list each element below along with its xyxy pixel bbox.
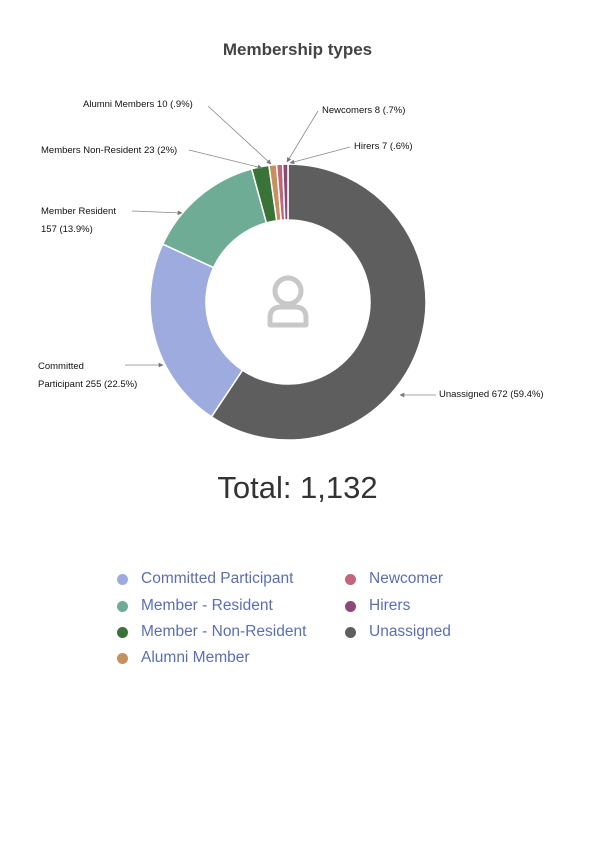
legend-item-member-non-resident: Member - Non-Resident: [117, 622, 306, 642]
legend-swatch: [117, 600, 128, 612]
callout-label-newcomer: Newcomers 8 (.7%): [322, 105, 405, 116]
callout-line-hirers: [289, 146, 351, 165]
total-label: Total: 1,132: [217, 470, 378, 505]
callout-label-member-non-resident: Members Non-Resident 23 (2%): [41, 145, 177, 156]
callout-label-committed-participant: Participant 255 (22.5%): [38, 379, 137, 390]
user-icon: [267, 275, 309, 328]
callout-line-member-non-resident: [188, 149, 263, 170]
donut-chart: Unassigned 672 (59.4%) Committed Participa…: [38, 99, 544, 441]
callout-label-committed-participant: Committed: [38, 361, 84, 372]
callout-line-newcomer: [286, 110, 319, 163]
legend-swatch: [117, 652, 128, 664]
slice-committed-participant: [149, 243, 244, 418]
callout-label-hirers: Hirers 7 (.6%): [354, 141, 413, 152]
legend-item-alumni-member: Alumni Member: [117, 648, 250, 668]
legend-label: Member - Non-Resident: [141, 623, 307, 640]
callout-label-alumni-member: Alumni Members 10 (.9%): [83, 99, 193, 110]
legend-item-hirers: Hirers: [345, 596, 410, 616]
callout-line-alumni-member: [207, 105, 272, 165]
legend-swatch: [345, 600, 356, 612]
callout-label-member-resident: Member Resident: [41, 206, 116, 217]
legend-label: Newcomer: [369, 570, 444, 587]
callout-label-unassigned: Unassigned 672 (59.4%): [439, 389, 544, 400]
legend-label: Alumni Member: [141, 649, 250, 666]
slice-unassigned: [210, 163, 427, 441]
legend-swatch: [117, 626, 128, 638]
legend-item-committed-participant: Committed Participant: [117, 569, 293, 589]
legend-item-newcomer: Newcomer: [345, 569, 443, 589]
callout-label-member-resident: 157 (13.9%): [41, 224, 93, 235]
legend-item-member-resident: Member - Resident: [117, 596, 273, 616]
chart-title: Membership types: [222, 40, 373, 59]
legend-label: Member - Resident: [141, 597, 273, 614]
legend-item-unassigned: Unassigned: [345, 622, 451, 642]
slice-hirers: [281, 163, 289, 221]
legend-label: Committed Participant: [141, 570, 294, 587]
legend-swatch: [117, 573, 128, 585]
callout-line-member-resident: [131, 210, 183, 216]
legend-swatch: [345, 626, 356, 638]
legend-label: Hirers: [369, 597, 411, 614]
legend-swatch: [345, 573, 356, 585]
legend-label: Unassigned: [369, 623, 451, 640]
